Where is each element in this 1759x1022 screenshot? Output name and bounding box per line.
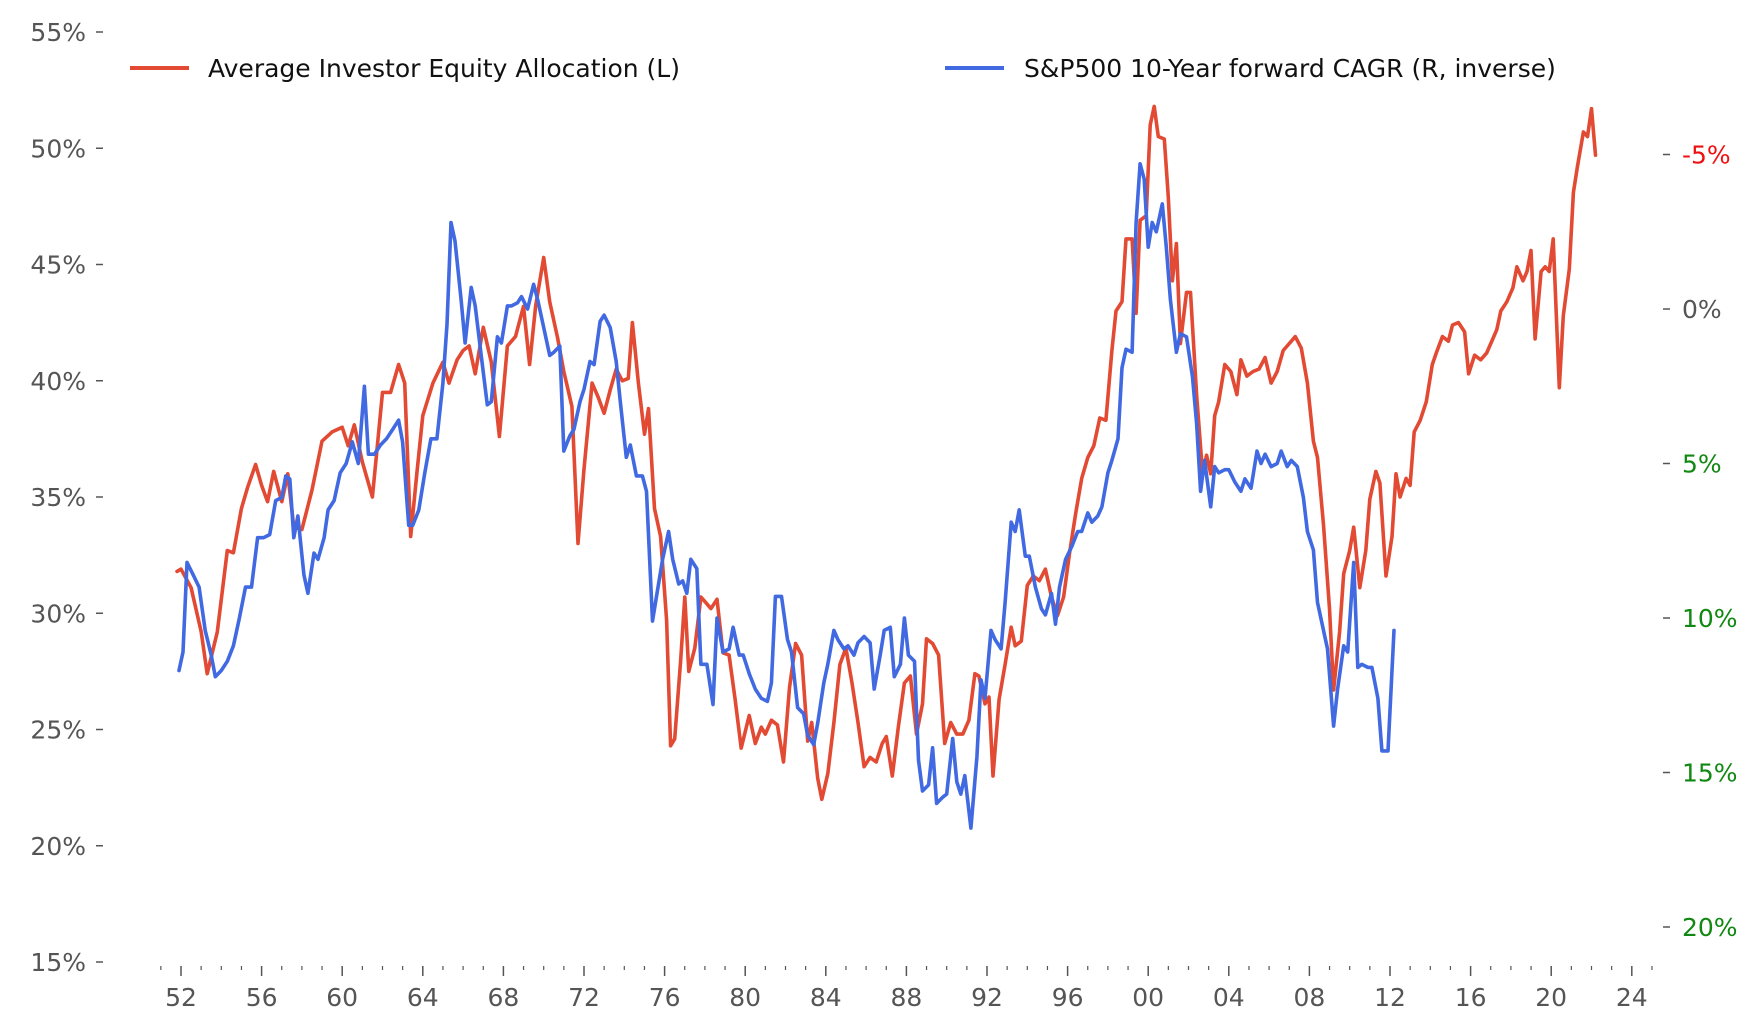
legend-label-allocation: Average Investor Equity Allocation (L) xyxy=(208,54,680,83)
x-tick-label: 84 xyxy=(810,983,842,1012)
x-tick-label: 64 xyxy=(407,983,439,1012)
x-tick-label: 92 xyxy=(971,983,1003,1012)
x-axis: 52 56 60 64 68 72 76 80 84 88 92 96 00 04 08 12 16 20 24 xyxy=(160,966,1653,1012)
left-tick-label: 15% xyxy=(30,948,86,977)
right-tick-label: 0% xyxy=(1682,295,1722,324)
right-tick-label: 5% xyxy=(1682,450,1722,479)
right-tick-label: 15% xyxy=(1682,759,1738,788)
x-tick-label: 96 xyxy=(1052,983,1084,1012)
right-tick-label: 10% xyxy=(1682,604,1738,633)
series-line-sp500-cagr xyxy=(177,162,1396,830)
left-tick-label: 35% xyxy=(30,483,86,512)
x-tick-label: 08 xyxy=(1293,983,1325,1012)
x-tick-label: 00 xyxy=(1132,983,1164,1012)
x-tick-label: 04 xyxy=(1213,983,1245,1012)
x-tick-label: 20 xyxy=(1535,983,1567,1012)
x-tick-label: 76 xyxy=(649,983,681,1012)
series-layer xyxy=(175,104,1598,830)
x-tick-label: 24 xyxy=(1616,983,1648,1012)
x-tick-label: 52 xyxy=(165,983,197,1012)
x-tick-label: 16 xyxy=(1455,983,1487,1012)
x-tick-label: 68 xyxy=(487,983,519,1012)
right-tick-label: -5% xyxy=(1682,141,1731,170)
x-tick-label: 72 xyxy=(568,983,600,1012)
x-tick-label: 56 xyxy=(246,983,278,1012)
left-tick-label: 25% xyxy=(30,716,86,745)
right-y-axis: -5% 0% 5% 10% 15% 20% xyxy=(1663,141,1738,942)
x-tick-label: 88 xyxy=(890,983,922,1012)
left-tick-label: 50% xyxy=(30,134,86,163)
legend-label-sp500: S&P500 10-Year forward CAGR (R, inverse) xyxy=(1024,54,1556,83)
left-y-axis: 15% 20% 25% 30% 35% 40% 45% 50% 55% xyxy=(30,18,103,977)
x-tick-label: 80 xyxy=(729,983,761,1012)
left-tick-label: 20% xyxy=(30,832,86,861)
right-tick-label: 20% xyxy=(1682,913,1738,942)
left-tick-label: 30% xyxy=(30,599,86,628)
x-tick-label: 60 xyxy=(326,983,358,1012)
left-tick-label: 55% xyxy=(30,18,86,47)
left-tick-label: 40% xyxy=(30,367,86,396)
left-tick-label: 45% xyxy=(30,251,86,280)
legend: Average Investor Equity Allocation (L) S… xyxy=(130,54,1556,83)
x-tick-label: 12 xyxy=(1374,983,1406,1012)
series-line-equity-allocation xyxy=(175,104,1598,802)
